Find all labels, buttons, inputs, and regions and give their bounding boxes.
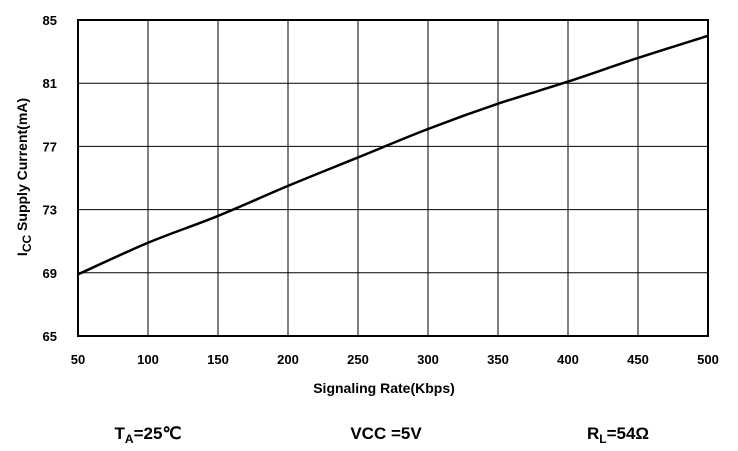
x-tick-label: 250: [347, 352, 369, 367]
y-axis-label-main: I: [14, 252, 30, 256]
y-tick-label: 85: [43, 13, 57, 28]
y-tick-labels: 65 69 73 77 81 85: [43, 13, 57, 344]
x-tick-label: 350: [487, 352, 509, 367]
condition-vcc: VCC =5V: [350, 424, 422, 443]
y-axis-label: ICC Supply Current(mA): [14, 98, 34, 256]
y-tick-label: 73: [43, 203, 57, 218]
x-tick-label: 300: [417, 352, 439, 367]
x-tick-label: 500: [697, 352, 719, 367]
condition-load-sub: L: [599, 432, 606, 446]
condition-load-rest: =54Ω: [607, 424, 649, 443]
y-axis-label-rest: Supply Current(mA): [14, 98, 30, 235]
x-tick-labels: 50 100 150 200 250 300 350 400 450 500: [71, 352, 719, 367]
y-tick-label: 77: [43, 139, 57, 154]
x-tick-label: 50: [71, 352, 85, 367]
plot-frame: [77, 19, 709, 337]
condition-temperature: TA=25℃: [115, 424, 182, 446]
condition-temperature-main: T: [115, 424, 126, 443]
y-tick-label: 69: [43, 266, 57, 281]
series-line: [77, 34, 709, 276]
x-tick-label: 400: [557, 352, 579, 367]
condition-load: RL=54Ω: [587, 424, 649, 446]
condition-temperature-sub: A: [125, 432, 134, 446]
condition-load-main: R: [587, 424, 599, 443]
y-tick-label: 81: [43, 76, 57, 91]
x-axis-label: Signaling Rate(Kbps): [313, 380, 455, 396]
condition-vcc-main: VCC =5V: [350, 424, 422, 443]
x-tick-label: 100: [137, 352, 159, 367]
series-group: [77, 34, 709, 276]
y-tick-label: 65: [43, 329, 57, 344]
x-tick-label: 450: [627, 352, 649, 367]
condition-temperature-rest: =25℃: [134, 424, 182, 443]
x-tick-label: 200: [277, 352, 299, 367]
y-axis-label-sub: CC: [20, 235, 34, 253]
x-tick-label: 150: [207, 352, 229, 367]
